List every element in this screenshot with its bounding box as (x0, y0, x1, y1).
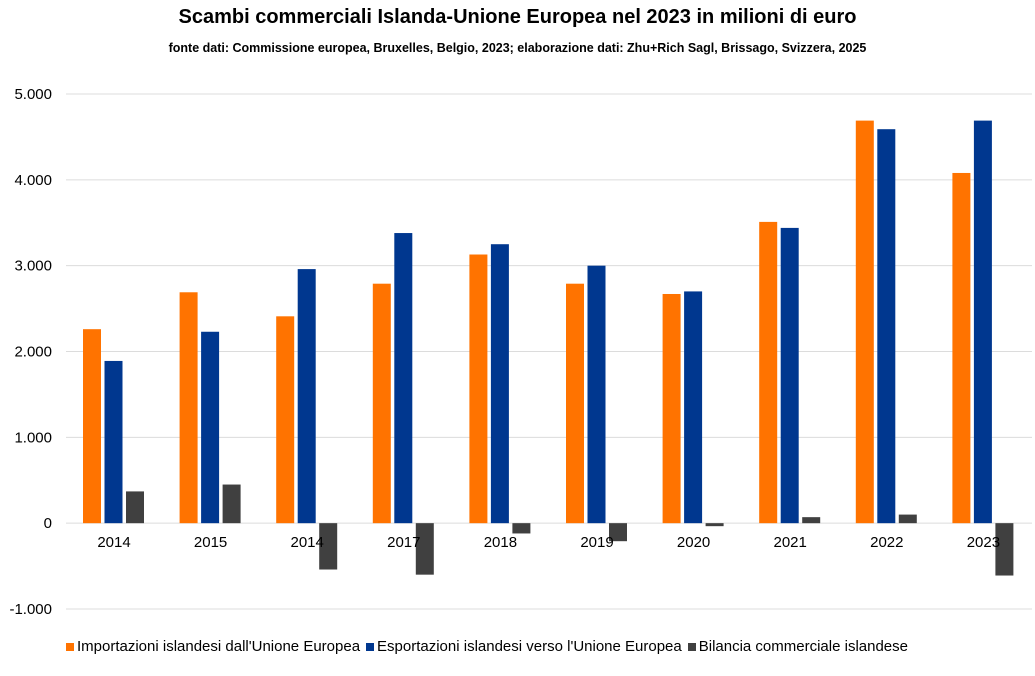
bar-imports (179, 292, 198, 524)
bar-imports (855, 120, 874, 524)
chart-title: Scambi commerciali Islanda-Unione Europe… (178, 6, 857, 28)
y-tick-label: 4.000 (14, 172, 52, 189)
bar-exports (973, 120, 992, 524)
x-tick-label: 2021 (774, 534, 807, 551)
bar-imports (469, 254, 488, 524)
legend-label-balance: Bilancia commerciale islandese (698, 638, 908, 655)
y-tick-label: 5.000 (14, 86, 52, 103)
y-tick-label: 0 (44, 515, 52, 532)
bar-exports (201, 331, 220, 524)
bar-exports (877, 129, 896, 524)
bar-exports (587, 265, 606, 524)
x-tick-label: 2015 (194, 534, 227, 551)
bar-balance (705, 523, 724, 527)
bar-imports (372, 283, 391, 524)
legend-label-imports: Importazioni islandesi dall'Unione Europ… (77, 638, 361, 655)
x-tick-label: 2017 (387, 534, 420, 551)
legend-swatch-exports (366, 642, 375, 651)
x-tick-label: 2019 (580, 534, 613, 551)
bar-balance (512, 523, 531, 534)
bar-balance (898, 514, 917, 524)
bar-balance (222, 484, 241, 524)
x-axis-ticks: 2014 2015 2014 2017 2018 2019 2020 2021 2022 2023 (97, 534, 1000, 551)
bar-exports (394, 233, 413, 524)
bars (83, 120, 1014, 576)
bar-imports (566, 283, 584, 524)
x-tick-label: 2014 (291, 534, 324, 551)
bar-exports (104, 360, 123, 524)
legend: Importazioni islandesi dall'Unione Europ… (66, 638, 914, 655)
bar-exports (490, 244, 509, 524)
legend-swatch-balance (687, 642, 696, 651)
x-tick-label: 2018 (484, 534, 517, 551)
bar-exports (297, 269, 316, 524)
y-axis-ticks: -1.000 0 1.000 2.000 3.000 4.000 5.000 (9, 86, 52, 618)
x-tick-label: 2023 (967, 534, 1000, 551)
legend-swatch-imports (66, 642, 74, 651)
bar-imports (83, 329, 101, 524)
bar-imports (276, 316, 295, 524)
bar-balance (319, 523, 338, 570)
bar-balance (802, 517, 821, 524)
bar-exports (780, 227, 799, 524)
bar-imports (662, 293, 681, 524)
y-tick-label: -1.000 (9, 601, 52, 618)
legend-item-imports: Importazioni islandesi dall'Unione Europ… (66, 638, 360, 655)
bar-imports (759, 221, 778, 524)
legend-item-balance: Bilancia commerciale islandese (687, 638, 908, 655)
x-tick-label: 2014 (97, 534, 130, 551)
chart-subtitle: fonte dati: Commissione europea, Bruxell… (168, 41, 867, 55)
x-tick-label: 2020 (677, 534, 710, 551)
y-tick-label: 3.000 (14, 258, 52, 275)
bar-balance (995, 523, 1014, 576)
y-tick-label: 1.000 (14, 429, 52, 446)
x-tick-label: 2022 (870, 534, 903, 551)
legend-label-exports: Esportazioni islandesi verso l'Unione Eu… (377, 638, 682, 655)
bar-balance (609, 523, 627, 542)
bar-exports (684, 291, 703, 524)
y-tick-label: 2.000 (14, 344, 52, 361)
bar-balance (415, 523, 434, 575)
legend-item-exports: Esportazioni islandesi verso l'Unione Eu… (366, 638, 682, 655)
bar-imports (952, 172, 971, 524)
bar-balance (126, 491, 144, 524)
